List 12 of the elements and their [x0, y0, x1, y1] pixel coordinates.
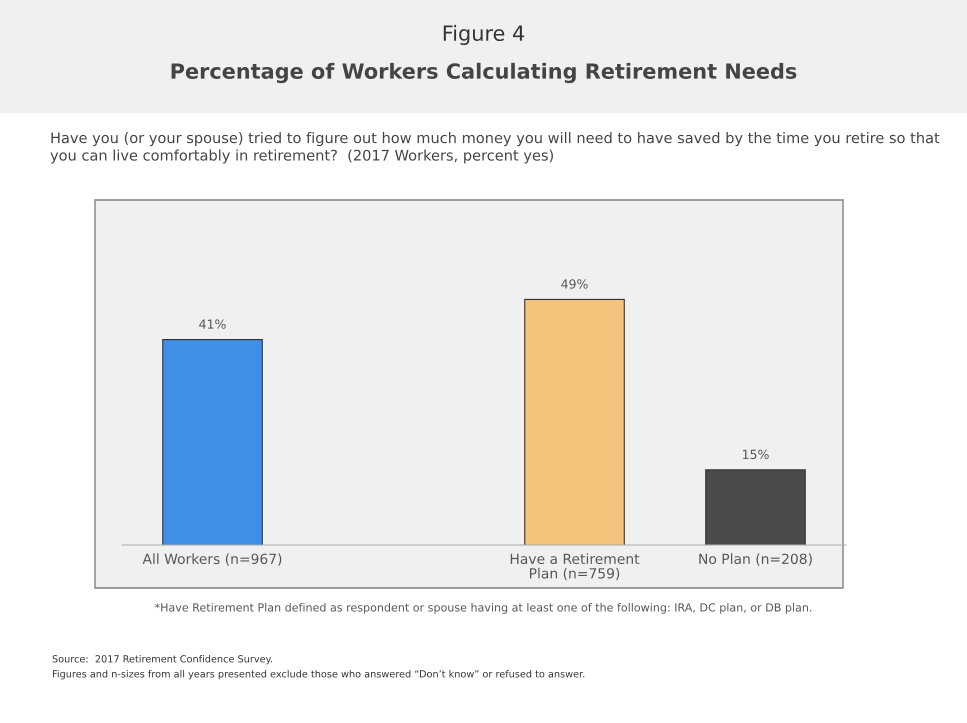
x-tick-label: No Plan (n=208) — [699, 553, 812, 566]
source-note: Source: 2017 Retirement Confidence Survey. — [52, 655, 272, 664]
text: Have you (or your spouse) tried to figure out how much money you will need to have saved by the time you retire so that you can live comfortably in retirement? (2017 Workers, percent yes) — [50, 132, 940, 164]
text: *Have Retirement Plan defined as respondent or spouse having at least one of the following: IRA, DC plan, or DB plan. — [154, 603, 812, 614]
data-label: 41% — [199, 319, 226, 329]
chart-subtitle: Percentage of Workers Calculating Retirement Needs — [172, 62, 796, 84]
x-tick-label: Have a Retirement Plan (n=759) — [510, 553, 640, 580]
chart-title: Figure 4 — [444, 24, 524, 46]
x-tick-label: All Workers (n=967) — [142, 553, 282, 566]
data-label: 15% — [742, 450, 769, 460]
data-label: 49% — [561, 279, 588, 289]
text: Figures and n-sizes from all years presented exclude those who answered “Don’t know” or refused to answer. — [52, 670, 584, 680]
